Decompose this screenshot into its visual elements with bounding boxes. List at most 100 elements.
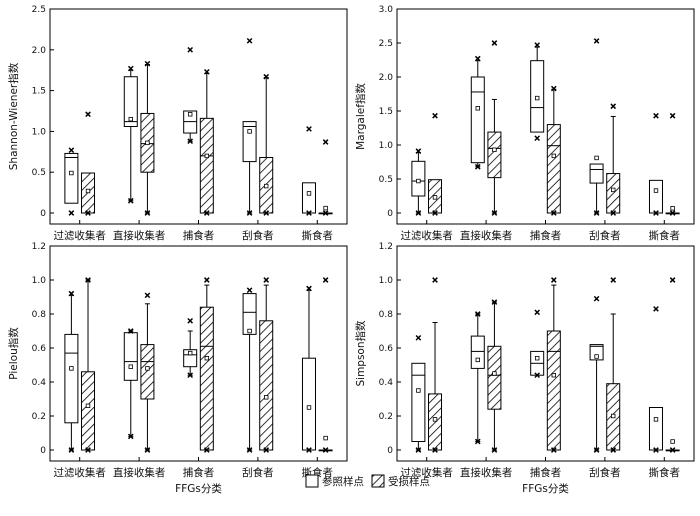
box-body [199,117,214,214]
reference-box [64,290,79,453]
x-category-label: 撕食者 [649,466,681,479]
mean-marker [306,191,312,196]
impaired-box [487,40,502,216]
x-category-label: 直接收集者 [460,466,513,479]
max-marker [306,126,312,132]
impaired-box [428,112,443,216]
min-marker [127,197,134,204]
max-marker [322,139,329,145]
max-marker [534,309,541,316]
max-marker [203,277,210,283]
reference-box [242,287,257,453]
legend-label-impaired: 受损样点 [388,475,430,488]
impaired-box [318,139,333,216]
mean-marker [187,350,193,356]
y-tick-label: 0.4 [379,378,394,388]
mean-marker [85,188,91,194]
impaired-box [140,60,155,216]
box-body [242,121,257,163]
y-tick-label: 0.5 [32,168,46,178]
mean-marker [492,147,497,152]
box-body [648,179,663,214]
box-body [487,345,502,410]
reference-box [530,309,545,379]
impaired-box [318,277,333,453]
y-tick-label: 0.4 [32,378,47,388]
reference-box [648,306,663,453]
max-marker [474,311,481,317]
y-tick-label: 1.0 [32,127,47,137]
mean-marker [551,372,557,378]
min-marker [246,210,253,216]
x-category-label: 捕食者 [530,229,562,242]
box-body [487,131,502,179]
min-marker [306,210,312,216]
x-category-label: 刮食者 [589,229,621,242]
max-marker [263,73,270,80]
y-axis-label: Margalef指数 [354,83,367,150]
y-tick-label: 0.2 [379,412,393,422]
y-tick-label: 2.5 [379,39,393,49]
x-category-label: 过滤收集者 [400,229,453,242]
impaired-box [81,277,96,453]
reference-box [589,38,604,216]
max-marker [491,40,498,46]
impaired-box [487,299,502,453]
reference-box [530,42,545,142]
impaired-box [665,112,680,216]
reference-box [648,112,663,216]
box-body [183,349,198,368]
min-marker [653,447,659,453]
max-marker [593,38,600,44]
x-category-label: 刮食者 [242,466,274,479]
min-marker [474,163,481,170]
box-body [301,182,316,214]
mean-marker [204,153,210,159]
mean-marker [653,188,659,193]
impaired-box [428,277,443,453]
legend-label-reference: 参照样点 [322,475,364,488]
max-marker [246,37,253,44]
min-marker [432,210,438,216]
reference-box [183,317,198,379]
y-tick-label: 1.5 [379,107,393,117]
y-tick-label: 0 [387,209,393,219]
mean-marker [432,195,438,200]
x-category-label: 捕食者 [530,466,562,479]
max-marker [415,148,422,154]
max-marker [550,277,557,283]
impaired-box [546,85,561,216]
mean-marker [534,95,540,101]
reference-box [470,55,485,170]
x-category-label: 撕食者 [649,229,681,242]
mean-marker [670,439,675,444]
x-category-label: 直接收集者 [113,229,166,242]
legend-swatch-reference [305,474,319,488]
y-tick-label: 0.6 [32,344,47,354]
min-marker [534,135,541,142]
box-body [470,335,485,369]
mean-marker [594,354,599,359]
mean-marker [416,178,421,184]
x-category-label: 捕食者 [183,466,215,479]
x-category-label: 撕食者 [302,229,334,242]
mean-marker [204,355,210,361]
min-marker [144,447,151,453]
y-tick-label: 2.5 [32,5,46,15]
max-marker [534,42,541,48]
y-tick-label: 1.2 [379,242,393,252]
max-marker [322,277,329,283]
min-marker [432,447,438,453]
x-category-label: 捕食者 [183,229,215,242]
mean-marker [247,129,252,134]
mean-marker [187,112,193,117]
reference-box [589,295,604,453]
y-tick-label: 0.8 [379,310,394,320]
y-tick-label: 2.0 [379,73,394,83]
impaired-box [199,69,214,216]
x-category-label: 刮食者 [589,466,621,479]
mean-marker [306,405,312,410]
impaired-box [199,277,214,453]
box-body [81,371,96,451]
